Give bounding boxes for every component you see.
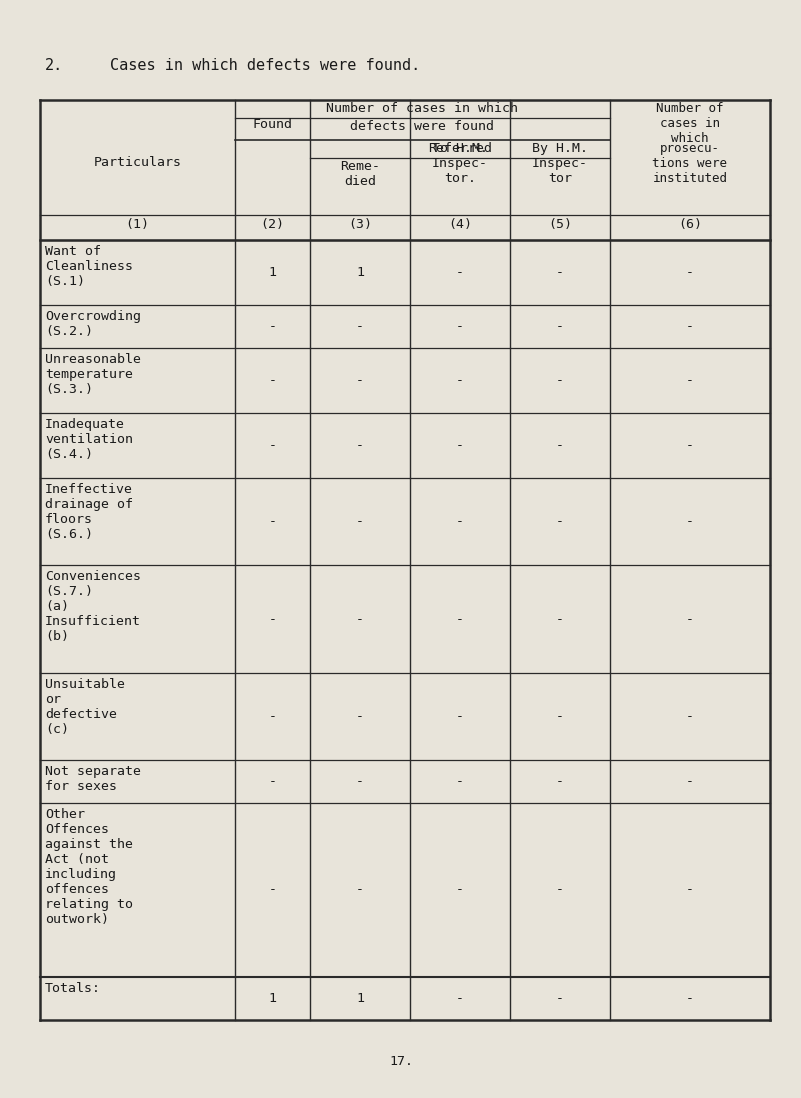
Text: (3): (3) (348, 219, 372, 231)
Text: Totals:: Totals: (45, 982, 101, 995)
Text: By H.M.
Inspec-
tor: By H.M. Inspec- tor (532, 142, 588, 184)
Text: -: - (556, 374, 564, 388)
Text: -: - (356, 439, 364, 452)
Text: -: - (686, 710, 694, 724)
Text: -: - (686, 884, 694, 896)
Text: -: - (356, 321, 364, 333)
Text: Number of
cases in
which: Number of cases in which (656, 102, 724, 145)
Text: -: - (686, 613, 694, 626)
Text: -: - (556, 710, 564, 724)
Text: -: - (556, 775, 564, 788)
Text: -: - (686, 439, 694, 452)
Text: -: - (456, 439, 464, 452)
Text: -: - (556, 515, 564, 528)
Text: -: - (268, 321, 276, 333)
Text: Number of cases in which: Number of cases in which (327, 102, 518, 115)
Text: Want of
Cleanliness
(S.1): Want of Cleanliness (S.1) (45, 245, 133, 288)
Text: Referred: Referred (428, 142, 492, 155)
Text: 1: 1 (356, 266, 364, 279)
Text: 1: 1 (268, 991, 276, 1005)
Text: -: - (268, 374, 276, 388)
Text: Inadequate
ventilation
(S.4.): Inadequate ventilation (S.4.) (45, 418, 133, 461)
Text: (1): (1) (126, 219, 150, 231)
Text: -: - (456, 775, 464, 788)
Text: -: - (356, 374, 364, 388)
Text: -: - (356, 613, 364, 626)
Text: -: - (356, 775, 364, 788)
Text: -: - (686, 991, 694, 1005)
Text: -: - (686, 374, 694, 388)
Text: prosecu-
tions were
instituted: prosecu- tions were instituted (653, 142, 727, 184)
Text: 17.: 17. (389, 1055, 413, 1068)
Text: -: - (686, 321, 694, 333)
Text: -: - (268, 515, 276, 528)
Text: -: - (268, 710, 276, 724)
Text: -: - (268, 884, 276, 896)
Text: Unreasonable
temperature
(S.3.): Unreasonable temperature (S.3.) (45, 354, 141, 396)
Text: -: - (456, 710, 464, 724)
Text: -: - (456, 613, 464, 626)
Text: defects were found: defects were found (351, 120, 494, 133)
Text: Unsuitable
or
defective
(c): Unsuitable or defective (c) (45, 679, 125, 737)
Text: -: - (456, 374, 464, 388)
Text: 1: 1 (268, 266, 276, 279)
Text: To H.M.
Inspec-
tor.: To H.M. Inspec- tor. (432, 142, 488, 184)
Text: -: - (556, 991, 564, 1005)
Text: -: - (268, 775, 276, 788)
Text: -: - (356, 515, 364, 528)
Text: -: - (686, 266, 694, 279)
Text: 1: 1 (356, 991, 364, 1005)
Text: (2): (2) (260, 219, 284, 231)
Text: -: - (556, 321, 564, 333)
Text: (6): (6) (678, 219, 702, 231)
Text: -: - (556, 613, 564, 626)
Text: -: - (556, 884, 564, 896)
Text: -: - (456, 515, 464, 528)
Text: Other
Offences
against the
Act (not
including
offences
relating to
outwork): Other Offences against the Act (not incl… (45, 808, 133, 927)
Text: Found: Found (252, 119, 292, 132)
Text: -: - (456, 884, 464, 896)
Text: -: - (556, 266, 564, 279)
Text: -: - (686, 775, 694, 788)
Text: Ineffective
drainage of
floors
(S.6.): Ineffective drainage of floors (S.6.) (45, 483, 133, 541)
Text: (4): (4) (448, 219, 472, 231)
Text: -: - (456, 991, 464, 1005)
Text: 2.: 2. (45, 58, 63, 72)
Text: Cases in which defects were found.: Cases in which defects were found. (110, 58, 421, 72)
Text: -: - (356, 710, 364, 724)
Text: Conveniences
(S.7.)
(a)
Insufficient
(b): Conveniences (S.7.) (a) Insufficient (b) (45, 570, 141, 643)
Text: Overcrowding
(S.2.): Overcrowding (S.2.) (45, 310, 141, 338)
Text: (5): (5) (548, 219, 572, 231)
Text: Particulars: Particulars (94, 156, 182, 168)
Text: -: - (556, 439, 564, 452)
Text: -: - (456, 321, 464, 333)
Text: -: - (268, 613, 276, 626)
Text: Reme-
died: Reme- died (340, 160, 380, 188)
Text: -: - (356, 884, 364, 896)
Text: Not separate
for sexes: Not separate for sexes (45, 765, 141, 793)
Text: -: - (456, 266, 464, 279)
Text: -: - (686, 515, 694, 528)
Text: -: - (268, 439, 276, 452)
